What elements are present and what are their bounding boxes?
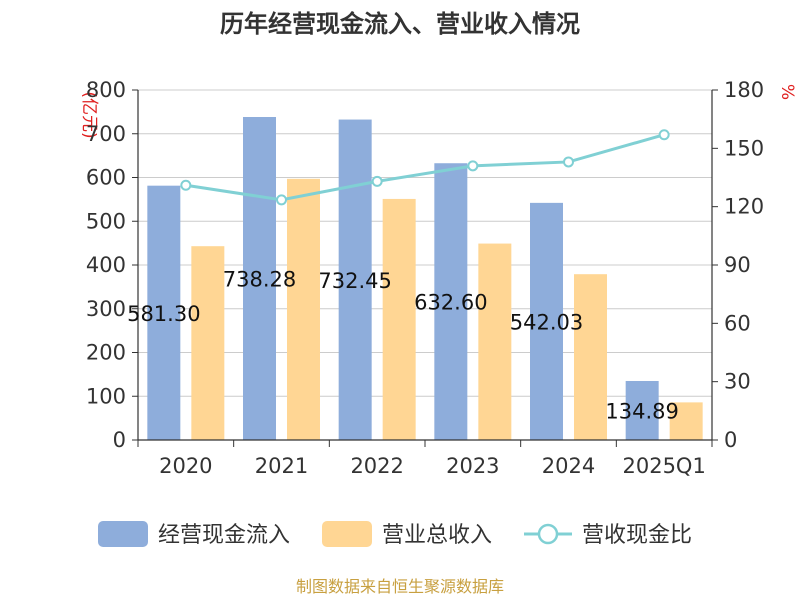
ratio-point bbox=[563, 156, 574, 168]
left-tick-label: 500 bbox=[86, 209, 126, 233]
x-tick-label: 2021 bbox=[255, 454, 308, 478]
bar-cash-inflow bbox=[625, 380, 659, 440]
right-tick-label: 0 bbox=[724, 428, 737, 452]
ratio-line bbox=[180, 129, 670, 206]
bar-cash-inflow bbox=[434, 163, 468, 441]
chart-title: 历年经营现金流入、营业收入情况 bbox=[220, 10, 580, 38]
bar-value-label: 542.03 bbox=[510, 310, 583, 334]
legend-label: 营收现金比 bbox=[582, 523, 692, 548]
bar-revenue bbox=[287, 178, 320, 440]
ratio-point bbox=[371, 175, 383, 187]
bar-revenue bbox=[669, 402, 703, 440]
bar-revenue bbox=[478, 243, 512, 440]
x-tick-label: 2022 bbox=[350, 454, 403, 478]
x-tick-label: 2025Q1 bbox=[622, 454, 705, 478]
x-tick-label: 2023 bbox=[446, 454, 499, 478]
left-tick-label: 700 bbox=[86, 122, 126, 146]
right-tick-label: 90 bbox=[724, 253, 751, 277]
bar-cash-inflow bbox=[243, 117, 276, 440]
ratio-point bbox=[180, 179, 192, 191]
ratio-line-path bbox=[185, 133, 665, 202]
right-tick-label: 30 bbox=[724, 370, 751, 394]
axes: 0 100 200 300 400 500 600 700 800 0 30 60 90 120 150 18… bbox=[86, 78, 764, 478]
ratio-point bbox=[658, 129, 670, 141]
left-tick-label: 200 bbox=[86, 341, 126, 365]
right-tick-label: 60 bbox=[724, 311, 751, 335]
bar-cash-inflow bbox=[147, 185, 181, 440]
left-tick-label: 800 bbox=[86, 78, 126, 102]
right-tick-label: 120 bbox=[724, 195, 764, 219]
bar-value-label: 632.60 bbox=[414, 291, 487, 315]
bar-cash-inflow bbox=[530, 202, 563, 440]
bar-value-label: 134.89 bbox=[605, 399, 678, 423]
legend-label: 经营现金流入 bbox=[158, 523, 290, 548]
bars bbox=[147, 117, 703, 441]
right-axis-unit: % bbox=[777, 84, 797, 100]
legend: 经营现金流入 营业总收入 营收现金比 bbox=[98, 521, 692, 548]
ratio-point bbox=[276, 194, 287, 206]
right-tick-label: 150 bbox=[724, 136, 764, 160]
source-note: 制图数据来自恒生聚源数据库 bbox=[296, 577, 504, 596]
grid-lines bbox=[138, 89, 712, 397]
left-tick-label: 600 bbox=[86, 166, 126, 190]
legend-swatch bbox=[322, 521, 372, 547]
left-tick-label: 400 bbox=[86, 253, 126, 277]
legend-label: 营业总收入 bbox=[382, 523, 492, 548]
legend-swatch bbox=[98, 521, 148, 547]
bar-value-label: 738.28 bbox=[223, 268, 296, 292]
bar-value-label: 581.30 bbox=[127, 302, 200, 326]
left-tick-label: 300 bbox=[86, 297, 126, 321]
left-tick-label: 0 bbox=[113, 428, 126, 452]
bar-revenue bbox=[191, 246, 225, 440]
x-tick-label: 2024 bbox=[542, 454, 595, 478]
bar-revenue bbox=[382, 198, 416, 440]
bar-cash-inflow bbox=[338, 119, 372, 440]
bar-revenue bbox=[574, 274, 607, 440]
right-tick-label: 180 bbox=[724, 78, 764, 102]
left-axis-unit: (亿元) bbox=[79, 91, 99, 138]
left-tick-label: 100 bbox=[86, 384, 126, 408]
bar-value-label: 732.45 bbox=[318, 269, 391, 293]
ratio-point bbox=[467, 160, 479, 172]
legend-line-marker bbox=[537, 523, 559, 545]
x-tick-label: 2020 bbox=[159, 454, 212, 478]
data-labels: 581.30 738.28 732.45 632.60 542.03 134.89 bbox=[127, 268, 679, 424]
